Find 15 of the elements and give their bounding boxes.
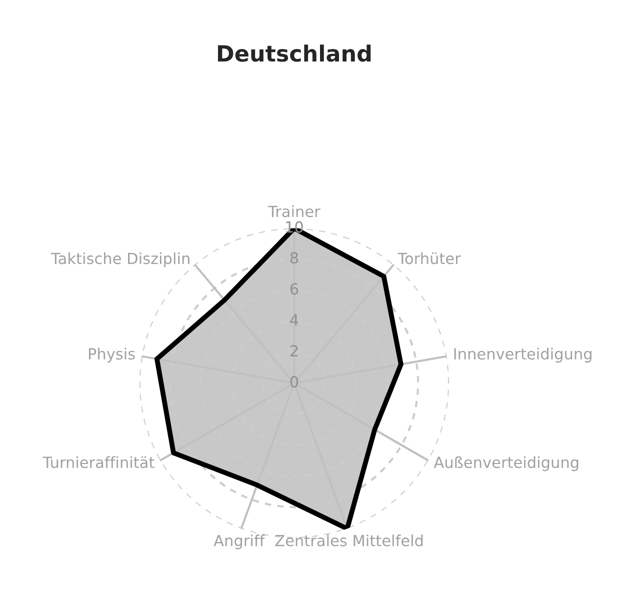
spoke-label: Torhüter xyxy=(398,252,461,264)
y-tick-label: 6 xyxy=(290,283,298,295)
spoke-label: Zentrales Mittelfeld xyxy=(275,534,423,546)
spoke-label: Turnieraffinität xyxy=(42,456,154,468)
y-tick-label: 2 xyxy=(290,345,298,356)
y-tick-label: 0 xyxy=(290,376,298,388)
spoke-label: Physis xyxy=(88,348,135,363)
spoke-label: Taktische Disziplin xyxy=(50,252,190,268)
spoke-label: Angriff xyxy=(214,534,265,550)
chart-title: Deutschland xyxy=(218,44,371,62)
spoke-label: Außenverteidigung xyxy=(434,456,578,472)
spoke-label: Trainer xyxy=(268,205,320,218)
y-tick-label: 4 xyxy=(290,314,298,326)
y-tick-label: 8 xyxy=(290,252,298,264)
spoke-label: Innenverteidigung xyxy=(454,348,592,363)
